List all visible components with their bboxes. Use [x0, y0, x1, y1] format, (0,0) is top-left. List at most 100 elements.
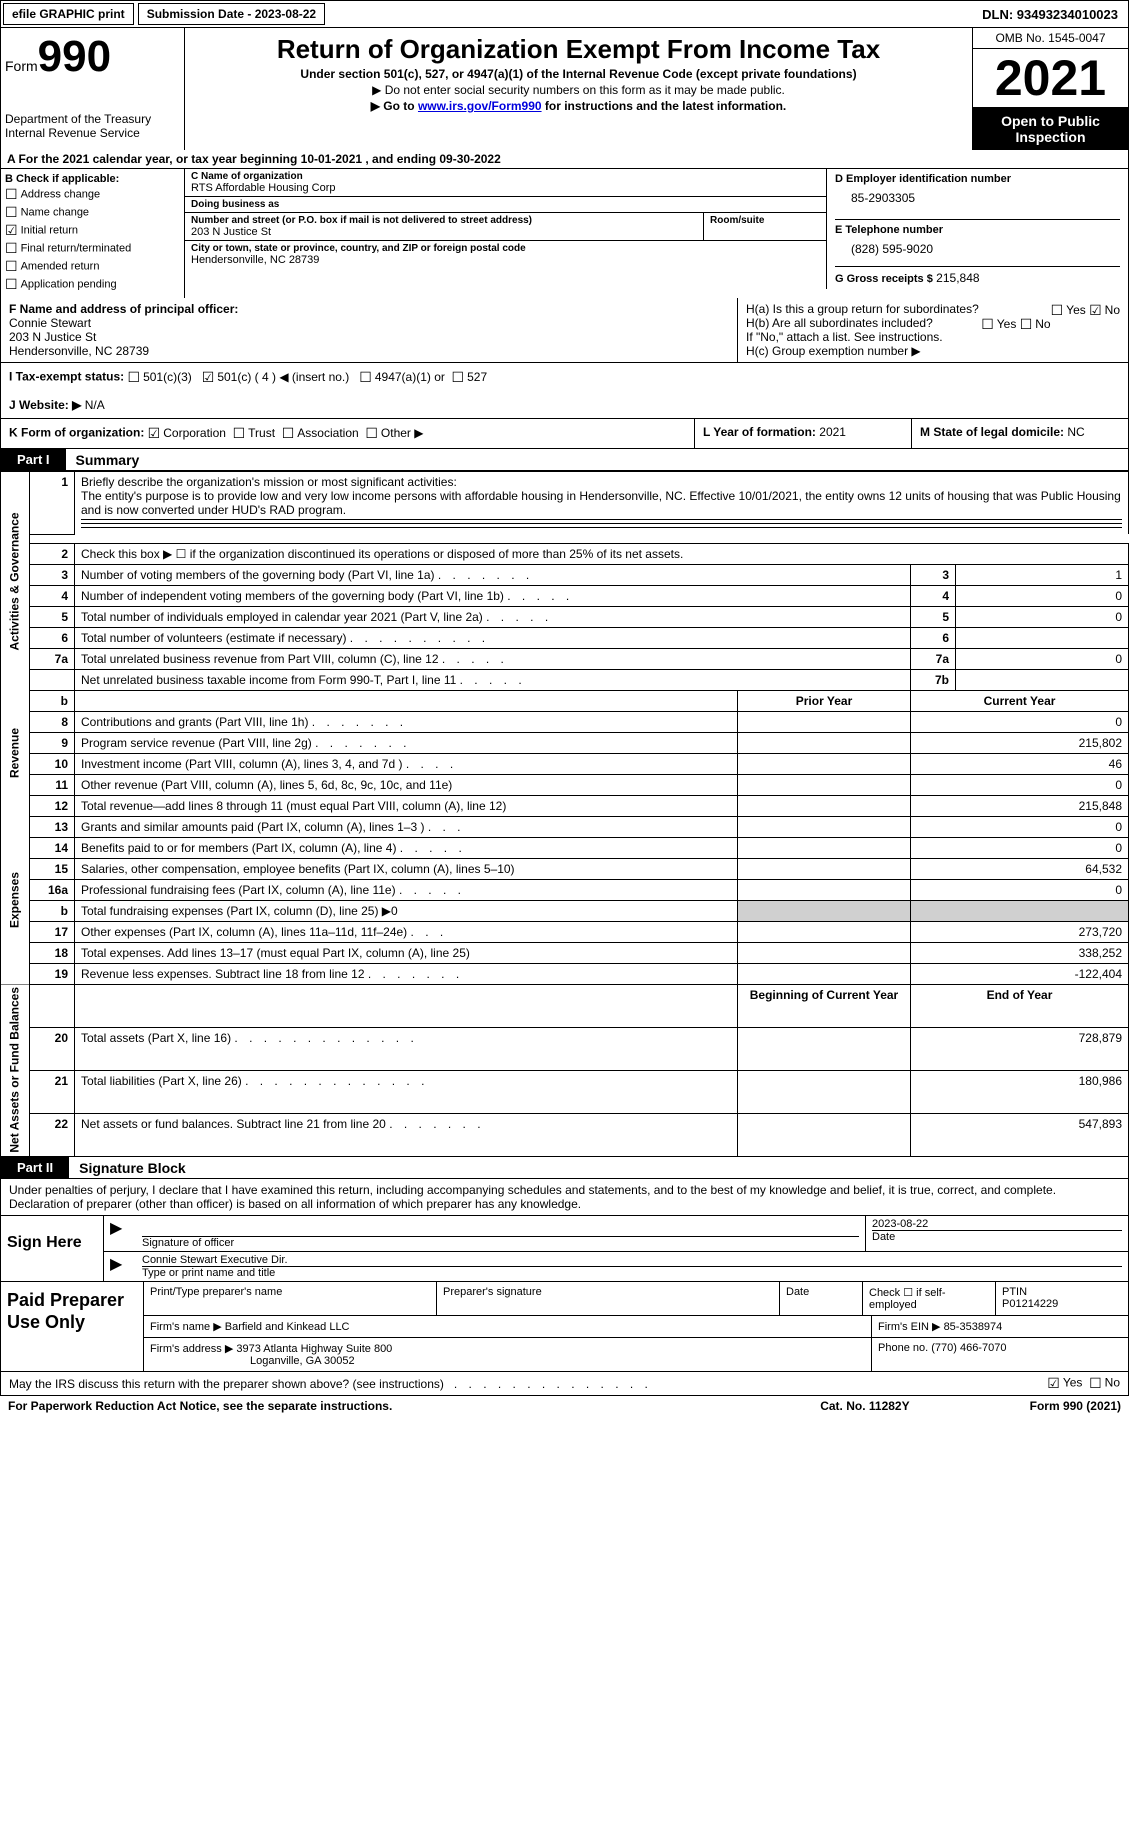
- submission-date-button[interactable]: Submission Date - 2023-08-22: [138, 3, 325, 25]
- table-row: 18Total expenses. Add lines 13–17 (must …: [1, 942, 1129, 963]
- table-row: 19Revenue less expenses. Subtract line 1…: [1, 963, 1129, 984]
- cell-street: Number and street (or P.O. box if mail i…: [185, 213, 704, 241]
- preparer-side-label: Paid Preparer Use Only: [1, 1282, 144, 1371]
- table-row: 22Net assets or fund balances. Subtract …: [1, 1113, 1129, 1156]
- table-row: 14Benefits paid to or for members (Part …: [1, 837, 1129, 858]
- hc-label: H(c) Group exemption number ▶: [746, 344, 1120, 358]
- firm-addr2: Loganville, GA 30052: [150, 1355, 865, 1367]
- chk-final-return[interactable]: Final return/terminated: [5, 240, 180, 257]
- dept-label: Department of the Treasury Internal Reve…: [5, 112, 180, 140]
- discuss-yes[interactable]: Yes: [1047, 1375, 1082, 1392]
- prep-h4[interactable]: Check ☐ if self-employed: [863, 1282, 996, 1315]
- prep-h1: Print/Type preparer's name: [144, 1282, 437, 1315]
- firm-name-cell: Firm's name ▶ Barfield and Kinkead LLC: [144, 1316, 872, 1337]
- table-row: 9Program service revenue (Part VIII, lin…: [1, 732, 1129, 753]
- i-501c3[interactable]: 501(c)(3): [128, 370, 192, 384]
- sig-date-label: Date: [872, 1230, 1122, 1243]
- chk-address-change[interactable]: Address change: [5, 186, 180, 203]
- table-row: 6Total number of volunteers (estimate if…: [1, 627, 1129, 648]
- ha-label: H(a) Is this a group return for subordin…: [746, 302, 979, 316]
- part1-tag: Part I: [1, 449, 66, 470]
- i-label: I Tax-exempt status:: [9, 370, 124, 384]
- form-990-number: 990: [38, 32, 111, 81]
- irs-link[interactable]: www.irs.gov/Form990: [418, 99, 542, 113]
- k-trust[interactable]: Trust: [233, 426, 275, 440]
- table-row: 11Other revenue (Part VIII, column (A), …: [1, 774, 1129, 795]
- col-begin-header: Beginning of Current Year: [738, 984, 911, 1027]
- hb-label: H(b) Are all subordinates included?: [746, 316, 933, 330]
- table-row: 16aProfessional fundraising fees (Part I…: [1, 879, 1129, 900]
- signature-field[interactable]: Signature of officer: [136, 1216, 866, 1251]
- k-association[interactable]: Association: [282, 426, 359, 440]
- table-row: 4Number of independent voting members of…: [1, 585, 1129, 606]
- ptin-label: PTIN: [1002, 1286, 1122, 1298]
- firm-addr1: 3973 Atlanta Highway Suite 800: [236, 1343, 392, 1355]
- form-note-2: ▶ Go to www.irs.gov/Form990 for instruct…: [189, 99, 968, 113]
- l-value: 2021: [819, 425, 846, 439]
- section-f: F Name and address of principal officer:…: [1, 298, 738, 362]
- part1-header: Part I Summary: [0, 449, 1129, 471]
- arrow-icon: [104, 1216, 136, 1251]
- cell-dba: Doing business as: [185, 197, 826, 213]
- hb-yes[interactable]: Yes: [981, 317, 1016, 331]
- preparer-right: Print/Type preparer's name Preparer's si…: [144, 1282, 1128, 1371]
- dots-filler: . . . . . . . . . . . . . .: [444, 1377, 1047, 1391]
- city-value: Hendersonville, NC 28739: [191, 254, 820, 266]
- form-note-1: ▶ Do not enter social security numbers o…: [189, 83, 968, 97]
- side-revenue: Revenue: [1, 690, 30, 816]
- sig-date: 2023-08-22 Date: [866, 1216, 1128, 1251]
- gross-value: 215,848: [936, 271, 979, 285]
- hb-no[interactable]: No: [1020, 317, 1051, 331]
- i-4947[interactable]: 4947(a)(1) or: [359, 370, 445, 384]
- k-corporation[interactable]: Corporation: [148, 426, 226, 440]
- efile-graphic-print-button[interactable]: efile GRAPHIC print: [3, 3, 134, 25]
- chk-name-change[interactable]: Name change: [5, 204, 180, 221]
- chk-initial-return[interactable]: Initial return: [5, 222, 180, 239]
- col-b-header: B Check if applicable:: [5, 173, 180, 185]
- summary-table: Activities & Governance 1 Briefly descri…: [0, 471, 1129, 1157]
- col-end-header: End of Year: [911, 984, 1129, 1027]
- i-527[interactable]: 527: [452, 370, 488, 384]
- part2-tag: Part II: [1, 1157, 69, 1178]
- form-id: Form 990 (2021): [1030, 1399, 1121, 1413]
- firm-phone-cell: Phone no. (770) 466-7070: [872, 1338, 1128, 1371]
- typed-name-label: Type or print name and title: [142, 1266, 1122, 1279]
- side-governance: Activities & Governance: [1, 472, 30, 691]
- table-row: 3Number of voting members of the governi…: [1, 564, 1129, 585]
- org-name-label: C Name of organization: [191, 171, 820, 182]
- firm-addr-cell: Firm's address ▶ 3973 Atlanta Highway Su…: [144, 1338, 872, 1371]
- ha-row: H(a) Is this a group return for subordin…: [746, 302, 1120, 316]
- header-right: OMB No. 1545-0047 2021 Open to Public In…: [973, 28, 1128, 150]
- room-label: Room/suite: [710, 215, 820, 226]
- ha-no[interactable]: No: [1089, 303, 1120, 317]
- chk-application-pending[interactable]: Application pending: [5, 276, 180, 293]
- ein-value: 85-2903305: [835, 185, 1120, 219]
- tax-year: 2021: [973, 49, 1128, 108]
- i-501c[interactable]: 501(c) ( 4 ) ◀ (insert no.): [202, 370, 350, 384]
- ha-yes[interactable]: Yes: [1051, 303, 1086, 317]
- firm-phone-label: Phone no.: [878, 1342, 928, 1354]
- j-label: J Website: ▶: [9, 398, 81, 412]
- chk-amended-return[interactable]: Amended return: [5, 258, 180, 275]
- discuss-no[interactable]: No: [1089, 1375, 1120, 1392]
- prep-h2: Preparer's signature: [437, 1282, 780, 1315]
- table-row: 17Other expenses (Part IX, column (A), l…: [1, 921, 1129, 942]
- inspection-label: Open to Public Inspection: [973, 108, 1128, 150]
- m-value: NC: [1067, 425, 1084, 439]
- row1-num: 1: [30, 472, 75, 535]
- table-row: Net unrelated business taxable income fr…: [1, 669, 1129, 690]
- firm-name-label: Firm's name ▶: [150, 1321, 222, 1333]
- form-title: Return of Organization Exempt From Incom…: [189, 34, 968, 65]
- section-a: A For the 2021 calendar year, or tax yea…: [0, 150, 1129, 169]
- paperwork-notice: For Paperwork Reduction Act Notice, see …: [8, 1399, 392, 1413]
- topbar: efile GRAPHIC print Submission Date - 20…: [0, 0, 1129, 28]
- gross-label: G Gross receipts $: [835, 273, 933, 285]
- k-other[interactable]: Other ▶: [365, 426, 423, 440]
- table-row: 8Contributions and grants (Part VIII, li…: [1, 711, 1129, 732]
- phone-value: (828) 595-9020: [835, 236, 1120, 266]
- table-row: 7aTotal unrelated business revenue from …: [1, 648, 1129, 669]
- discuss-label: May the IRS discuss this return with the…: [9, 1377, 444, 1391]
- section-fh: F Name and address of principal officer:…: [0, 298, 1129, 363]
- note2-prefix: ▶ Go to: [371, 99, 418, 113]
- firm-ein-cell: Firm's EIN ▶ 85-3538974: [872, 1316, 1128, 1337]
